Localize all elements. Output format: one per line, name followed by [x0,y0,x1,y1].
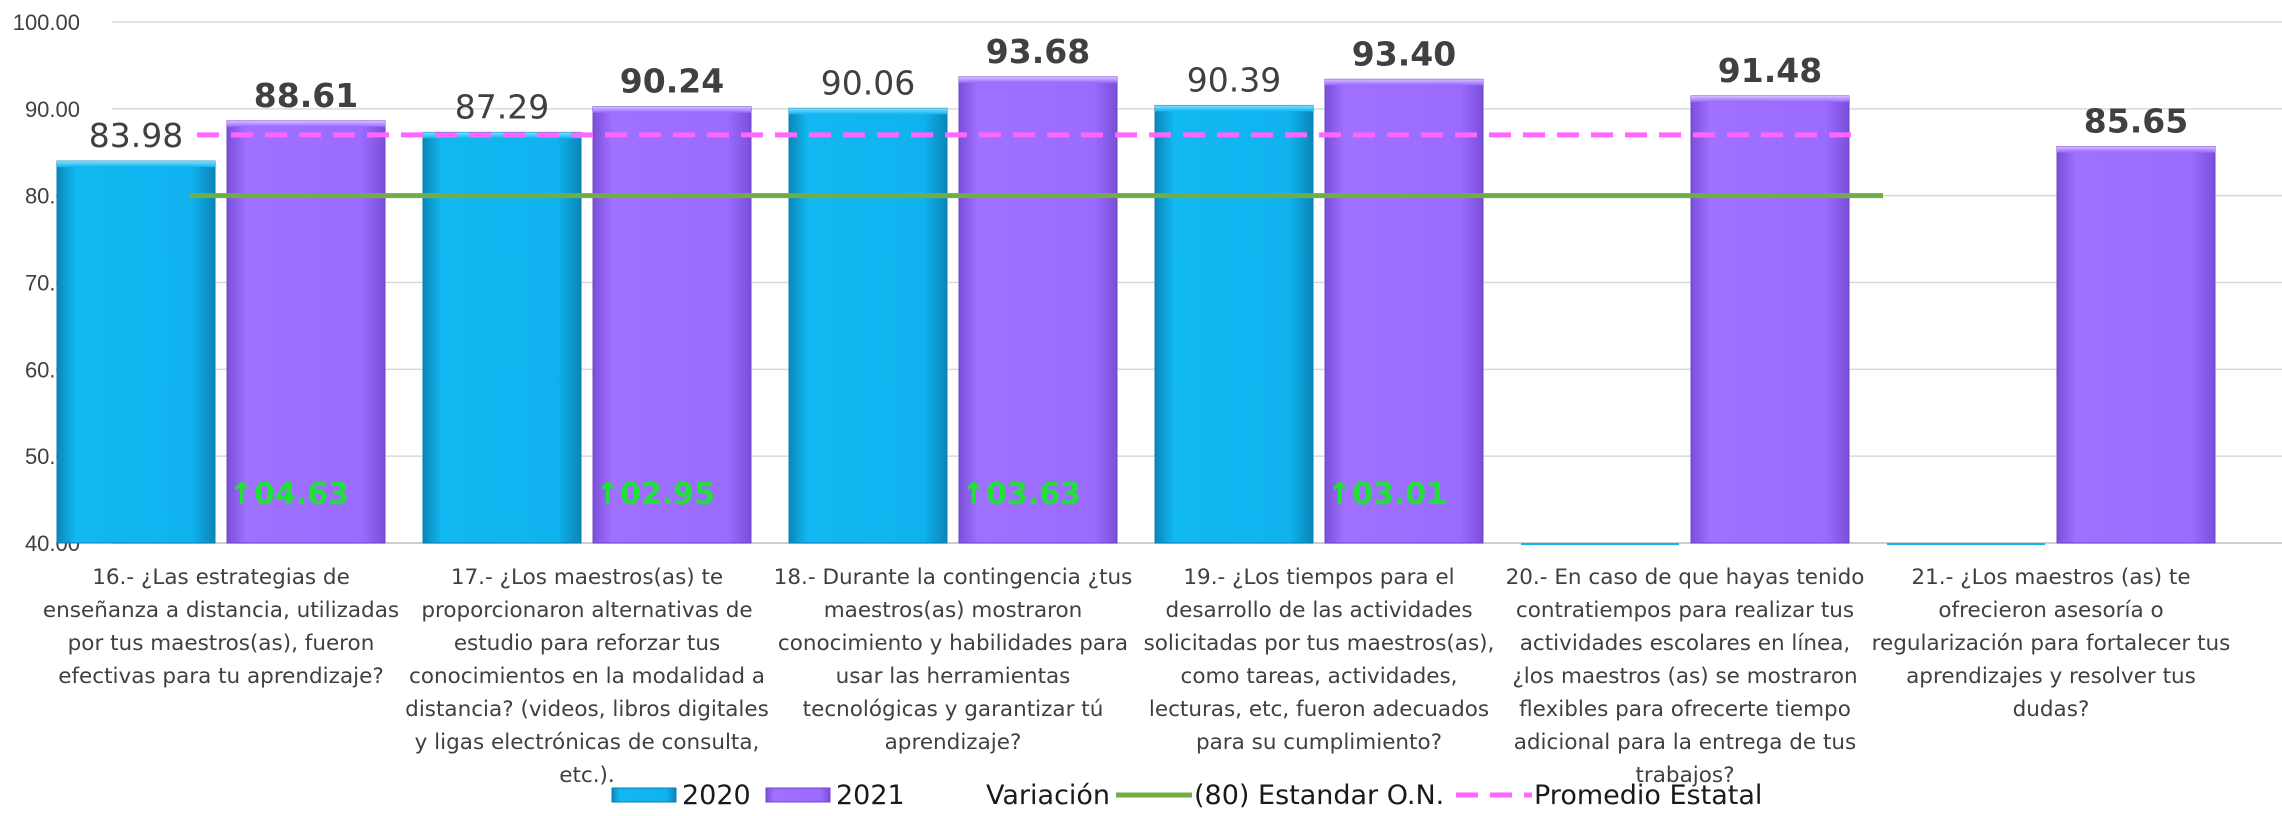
data-label-2021: 93.68 [986,32,1090,71]
bar-cap-2021 [1691,95,1849,102]
bar-2020 [422,131,582,544]
data-label-2021: 85.65 [2084,102,2188,141]
category-label-line: trabajos? [1635,763,1734,788]
legend-swatch-2020 [611,787,677,803]
category-label-line: contratiempos para realizar tus [1516,598,1854,623]
category-label-line: desarrollo de las actividades [1165,598,1472,623]
up-arrow-icon: ↑ [595,477,620,512]
legend-label-estandar: (80) Estandar O.N. [1194,780,1444,811]
category-label-line: efectivas para tu aprendizaje? [58,664,383,689]
category-label-line: ¿los maestros (as) se mostraron [1512,664,1857,689]
category-label-line: solicitadas por tus maestros(as), [1144,631,1495,656]
category-label-line: distancia? (videos, libros digitales [405,697,769,722]
category-label-line: aprendizajes y resolver tus [1906,664,2196,689]
bar-cap-2020 [423,132,581,139]
category-label-line: dudas? [2013,697,2090,722]
data-label-2020: 90.39 [1187,60,1281,99]
legend: 2020 2021 Variación (80) Estandar O.N. Prome… [611,780,1762,811]
variation-arrow-label: ↑03.63 [961,477,1081,512]
category-label-line: usar las herramientas [836,664,1071,689]
bar-2021 [1690,95,1850,544]
variation-arrow-label: ↑03.01 [1327,477,1447,512]
category-label-line: 16.- ¿Las estrategias de [92,565,350,590]
category-label-line: y ligas electrónicas de consulta, [415,730,760,755]
data-label-2020: 83.98 [89,116,183,155]
y-tick-label: 100.00 [13,10,80,35]
legend-label-promedio: Promedio Estatal [1534,780,1762,811]
bar-2021 [2056,146,2216,544]
legend-label-2021: 2021 [836,780,905,811]
variation-value: 02.95 [620,477,715,512]
category-label-line: 20.- En caso de que hayas tenido [1506,565,1865,590]
variation-value: 03.63 [986,477,1081,512]
category-label-line: maestros(as) mostraron [824,598,1083,623]
category-label-line: ofrecieron asesoría o [1938,598,2163,623]
bar-2021 [1324,78,1484,544]
bar-cap-2020 [1155,105,1313,112]
bar-2021 [592,106,752,544]
bar-cap-2021 [593,106,751,113]
legend-label-variacion: Variación [986,780,1110,811]
category-label-line: regularización para fortalecer tus [1872,631,2231,656]
category-label-line: 19.- ¿Los tiempos para el [1183,565,1454,590]
bar-cap-2021 [1325,79,1483,86]
category-label-line: conocimientos en la modalidad a [409,664,765,689]
bar-cap-2020 [789,108,947,115]
bar-2020 [1154,104,1314,544]
category-label-line: estudio para reforzar tus [454,631,720,656]
category-label-line: 21.- ¿Los maestros (as) te [1911,565,2190,590]
category-label-line: como tareas, actividades, [1181,664,1458,689]
category-label-line: lecturas, etc, fueron adecuados [1149,697,1489,722]
bar-cap-2020 [57,161,215,168]
category-label-line: aprendizaje? [885,730,1022,755]
category-label-line: enseñanza a distancia, utilizadas [43,598,399,623]
up-arrow-icon: ↑ [229,477,254,512]
category-label-line: proporcionaron alternativas de [421,598,752,623]
bar-cap-2021 [2057,146,2215,153]
data-labels: 83.9888.61↑04.6387.2990.24↑02.9590.0693.… [89,32,2188,512]
variation-value: 04.63 [254,477,349,512]
bar-2020 [788,107,948,544]
variation-value: 03.01 [1352,477,1447,512]
category-label-line: 17.- ¿Los maestros(as) te [451,565,723,590]
category-label-line: actividades escolares en línea, [1520,631,1851,656]
legend-swatch-2021 [765,787,831,803]
reference-lines [189,132,1883,199]
bar-2020 [56,160,216,544]
x-axis-categories: 16.- ¿Las estrategias de enseñanza a dist… [43,565,2230,788]
category-label-line: adicional para la entrega de tus [1514,730,1857,755]
variation-arrow-label: ↑02.95 [595,477,715,512]
category-label-line: etc.). [559,763,615,788]
category-label-line: para su cumplimiento? [1196,730,1442,755]
data-label-2020: 90.06 [821,63,915,102]
legend-label-2020: 2020 [682,780,751,811]
bar-2021 [958,76,1118,544]
data-label-2021: 93.40 [1352,34,1456,73]
bar-cap-2021 [959,76,1117,83]
category-label-line: por tus maestros(as), fueron [68,631,375,656]
bar-cap-2021 [227,120,385,127]
data-label-2020: 87.29 [455,87,549,126]
bar-2021 [226,120,386,544]
category-label-line: tecnológicas y garantizar tú [803,697,1104,722]
category-label-line: flexibles para ofrecerte tiempo [1519,697,1851,722]
up-arrow-icon: ↑ [1327,477,1352,512]
y-tick-label: 90.00 [25,97,80,122]
data-label-2021: 90.24 [620,62,724,101]
up-arrow-icon: ↑ [961,477,986,512]
bars [56,76,2216,545]
category-label-line: conocimiento y habilidades para [778,631,1128,656]
data-label-2021: 91.48 [1718,51,1822,90]
category-label-line: 18.- Durante la contingencia ¿tus [774,565,1133,590]
data-label-2021: 88.61 [254,76,358,115]
variation-arrow-label: ↑04.63 [229,477,349,512]
